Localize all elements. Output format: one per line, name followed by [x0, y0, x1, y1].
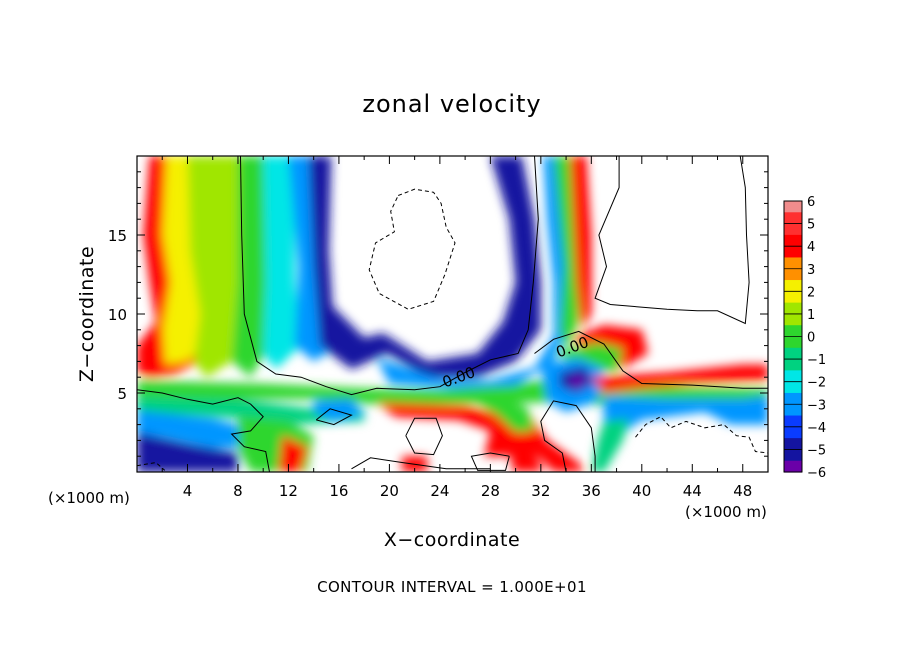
colorbar-tick-label: −5 [807, 443, 826, 458]
negative-contour-line [368, 188, 456, 310]
colorbar-swatch [784, 257, 802, 270]
y-axis-ticks: 5 10 15 [108, 171, 768, 457]
field-region [313, 399, 365, 422]
colorbar-tick-label: 5 [807, 218, 815, 233]
y-tick-label: 15 [108, 227, 127, 245]
colorbar-swatch [784, 347, 802, 360]
field-region [263, 156, 302, 370]
zero-contour-line [534, 330, 768, 389]
colorbar-tick-label: −6 [807, 466, 826, 481]
colorbar-swatch [784, 359, 802, 371]
colorbar-swatch [784, 325, 802, 338]
field-region [137, 396, 365, 425]
x-tick-label: 20 [380, 482, 399, 500]
x-tick-label: 40 [632, 482, 651, 500]
field-region [137, 432, 238, 472]
field-region [553, 342, 623, 373]
x-axis-label: X−coordinate [384, 529, 520, 551]
y-tick-label: 10 [108, 306, 127, 324]
x-unit-left: (×1000 m) [48, 489, 130, 507]
colorbar-swatch [784, 201, 802, 213]
colorbar-swatch [784, 234, 802, 247]
zero-contour-line [594, 156, 750, 325]
field-region [525, 408, 585, 472]
colorbar-swatch [784, 336, 802, 349]
colorbar-tick-label: −2 [807, 376, 826, 391]
contour-interval-note: CONTOUR INTERVAL = 1.000E+01 [317, 578, 587, 596]
colorbar-swatch [784, 438, 802, 451]
field-region [187, 156, 241, 378]
field-region [591, 418, 630, 472]
colorbar-swatch [784, 291, 802, 304]
colorbar-swatch [784, 370, 802, 383]
zero-contour-line [470, 452, 510, 471]
colorbar-swatch [784, 223, 802, 236]
field-region [376, 402, 516, 457]
colorbar-swatch [784, 313, 802, 326]
field-region [458, 393, 535, 433]
field-region [376, 156, 573, 389]
colorbar-tick-label: −1 [807, 353, 826, 368]
colorbar-swatch [784, 460, 802, 473]
x-tick-label: 16 [329, 482, 348, 500]
field-region [137, 410, 264, 449]
colorbar-swatch [784, 426, 802, 439]
zero-contour-line [137, 389, 270, 472]
colorbar-tick-label: 3 [807, 263, 815, 278]
colorbar-swatch [784, 415, 802, 428]
zero-contour-line [351, 457, 491, 470]
y-tick-label: 5 [117, 385, 127, 403]
colorbar-tick-label: 6 [807, 195, 815, 210]
field-region [603, 396, 768, 438]
zero-contour-line [540, 400, 596, 472]
field-region [568, 375, 587, 389]
colorbar-tick-label: 4 [807, 240, 815, 255]
colorbar-tick-label: −4 [807, 421, 826, 436]
x-unit-right: (×1000 m) [685, 503, 767, 521]
colorbar-tick-label: 2 [807, 285, 815, 300]
y-axis-label: Z−coordinate [76, 246, 98, 382]
negative-contour-line [635, 416, 768, 454]
colorbar: 6 5 4 3 2 1 0 −1 −2 −3 −4 −5 −6 [783, 195, 826, 481]
colorbar-tick-label: 0 [807, 331, 815, 346]
x-tick-label: 8 [233, 482, 243, 500]
x-axis-ticks: 4 8 12 16 20 24 28 32 36 40 44 48 [161, 156, 752, 500]
zero-contour-line [315, 408, 353, 426]
colorbar-swatch [784, 280, 802, 292]
field-region [591, 364, 768, 393]
x-tick-label: 32 [531, 482, 550, 500]
field-region [490, 412, 544, 472]
field-region [383, 156, 541, 378]
zero-contour-line [405, 417, 443, 456]
field-region [569, 156, 592, 330]
field-region [308, 156, 387, 370]
colorbar-swatch [784, 212, 802, 225]
zero-contour-line [240, 156, 539, 396]
colorbar-swatch [784, 449, 802, 462]
x-tick-label: 36 [582, 482, 601, 500]
colorbar-tick-label: 1 [807, 308, 815, 323]
chart-title: zonal velocity [362, 90, 541, 118]
x-tick-label: 24 [430, 482, 449, 500]
contour-lines [137, 156, 768, 472]
colorbar-swatch [784, 302, 802, 315]
x-tick-label: 4 [183, 482, 193, 500]
field-region [278, 435, 308, 472]
x-tick-label: 28 [481, 482, 500, 500]
colorbar-swatch [784, 381, 802, 394]
x-tick-label: 44 [683, 482, 702, 500]
colorbar-swatch [784, 392, 802, 405]
colorbar-swatch [784, 246, 802, 259]
velocity-field [137, 156, 768, 472]
x-tick-label: 12 [279, 482, 298, 500]
x-tick-label: 48 [733, 482, 752, 500]
colorbar-swatch [784, 404, 802, 417]
colorbar-tick-label: −3 [807, 398, 826, 413]
colorbar-swatch [784, 268, 802, 281]
